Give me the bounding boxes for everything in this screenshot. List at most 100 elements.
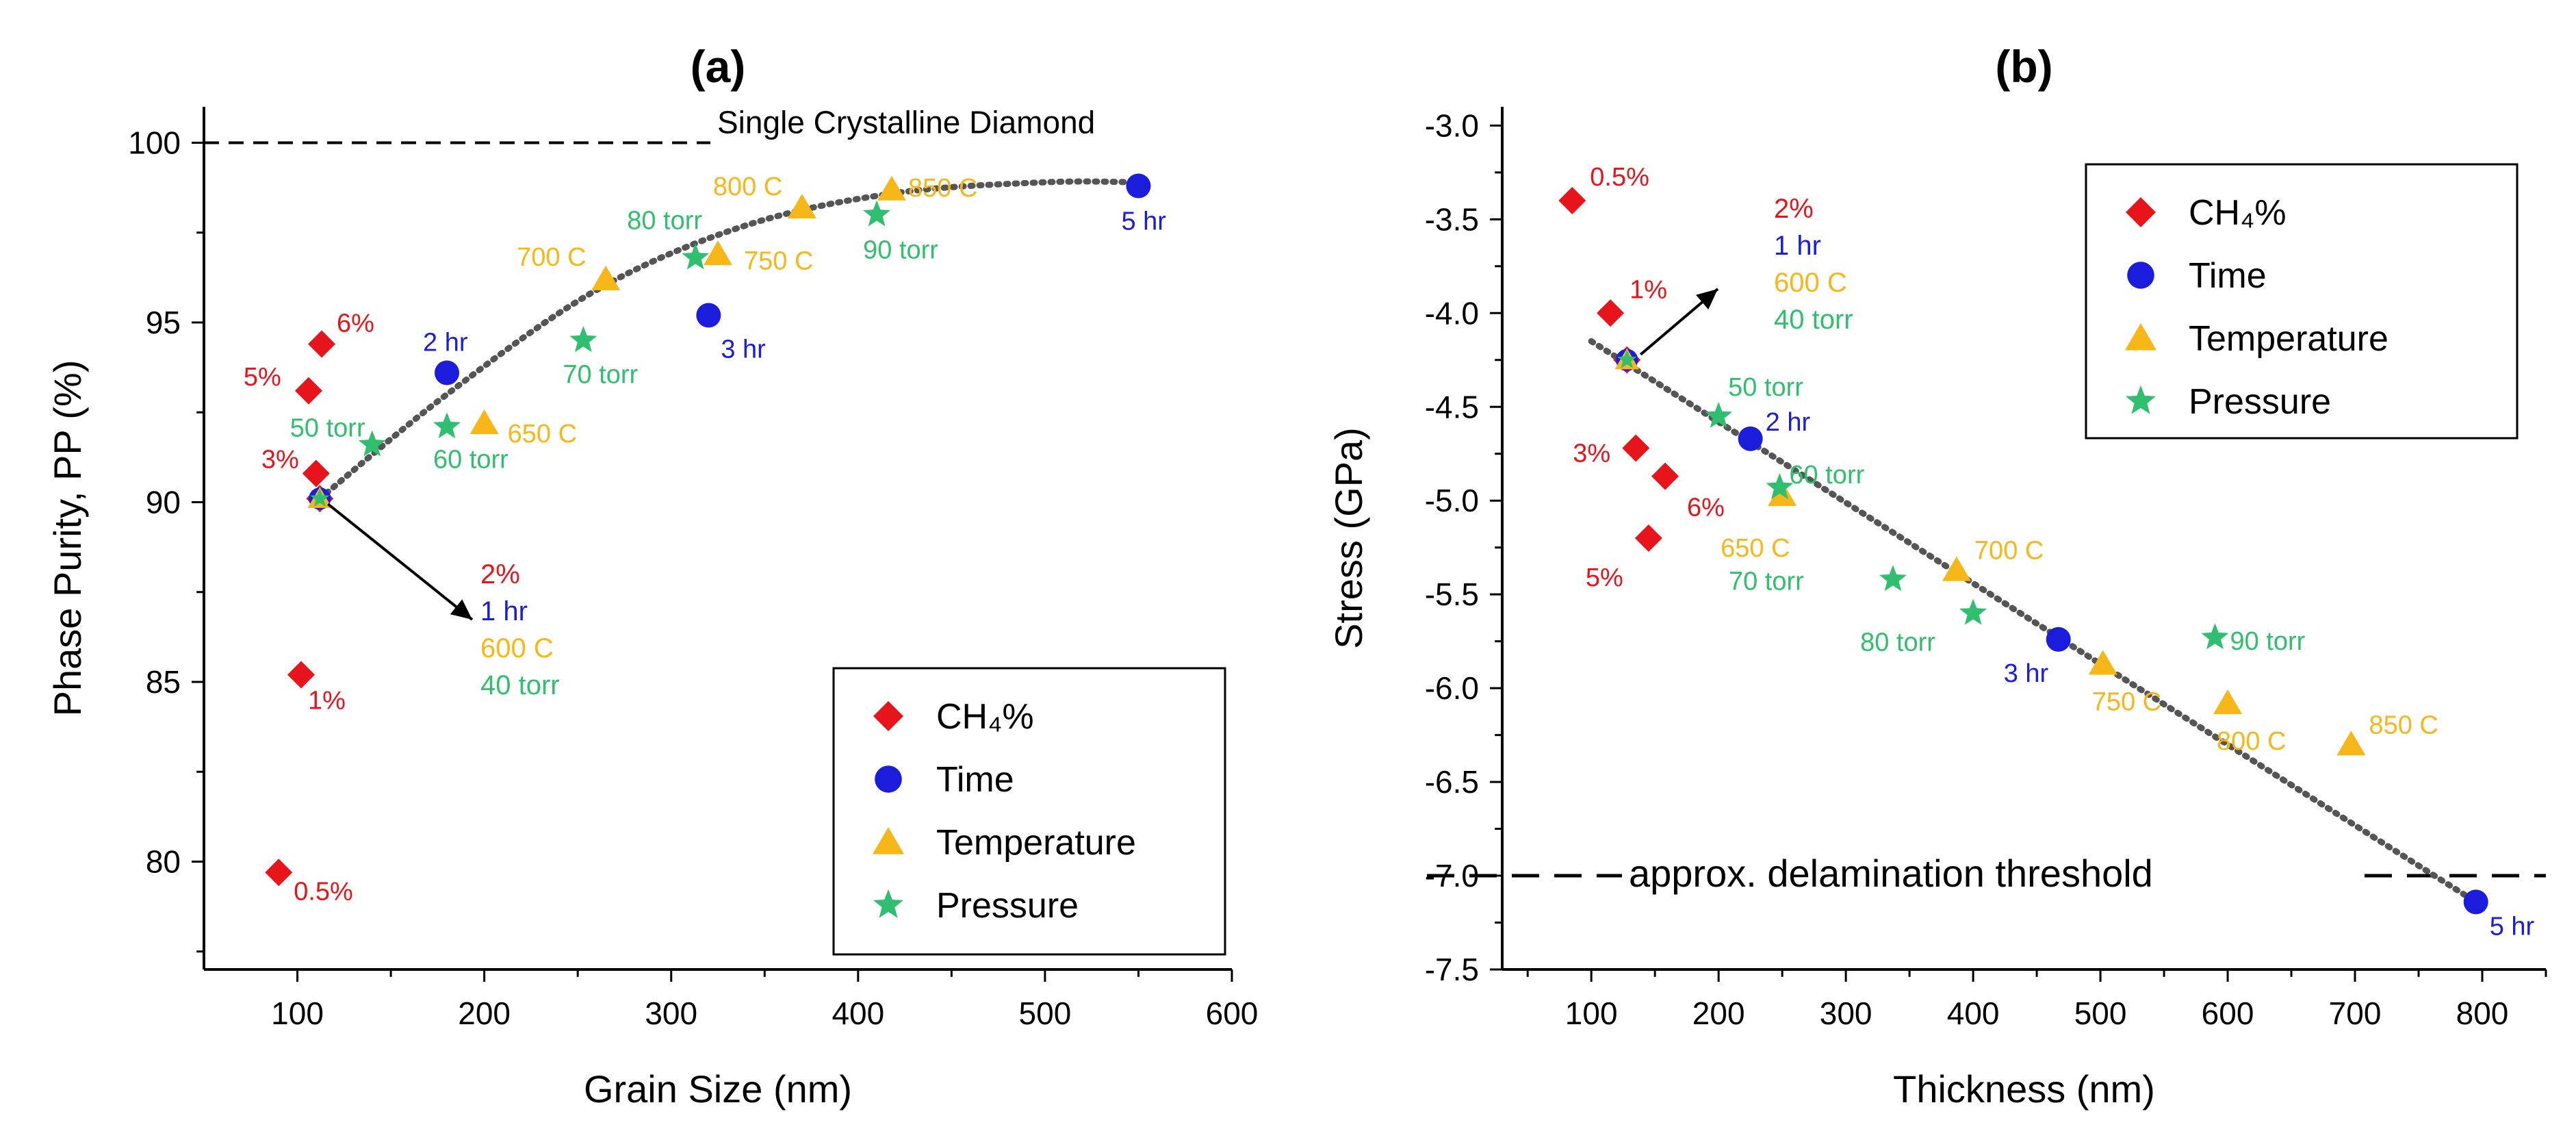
point-triangle bbox=[591, 266, 621, 290]
point-label: 5% bbox=[1586, 563, 1623, 592]
point-label: 3 hr bbox=[721, 335, 766, 364]
x-axis-title: Grain Size (nm) bbox=[584, 1067, 852, 1111]
point-diamond bbox=[1597, 299, 1625, 327]
point-star bbox=[682, 243, 710, 270]
legend-marker-diamond bbox=[873, 701, 903, 731]
point-triangle bbox=[704, 240, 732, 266]
point-label: 3 hr bbox=[2004, 659, 2049, 688]
point-label: 5 hr bbox=[2490, 912, 2535, 941]
y-tick-label: 85 bbox=[146, 664, 181, 700]
y-tick-label: -7.5 bbox=[1425, 952, 1479, 987]
legend-marker-star bbox=[873, 889, 903, 918]
common-point-label: 40 torr bbox=[1774, 305, 1853, 335]
x-tick-label: 100 bbox=[271, 995, 324, 1031]
legend-marker-triangle bbox=[2124, 323, 2157, 351]
y-tick-label: -6.5 bbox=[1425, 764, 1479, 800]
common-point-label: 1 hr bbox=[480, 596, 528, 626]
panel-label: (a) bbox=[691, 41, 746, 92]
common-point-star bbox=[310, 488, 330, 507]
point-triangle bbox=[787, 194, 816, 218]
legend-marker-diamond bbox=[2126, 197, 2156, 227]
x-axis-title: Thickness (nm) bbox=[1893, 1067, 2155, 1111]
point-diamond bbox=[1622, 434, 1650, 462]
point-triangle bbox=[1942, 556, 1971, 581]
legend-label: Pressure bbox=[2189, 382, 2331, 422]
point-label: 0.5% bbox=[294, 877, 353, 906]
point-label: 90 torr bbox=[863, 236, 938, 265]
panel-a: (a) 100 200 300 400 500 600 80 85 90 95 100 Grain Si… bbox=[46, 41, 1258, 1111]
point-circle bbox=[2463, 889, 2488, 915]
point-diamond bbox=[1558, 186, 1586, 214]
point-label: 800 C bbox=[2217, 727, 2286, 756]
legend-label: Time bbox=[2189, 256, 2267, 296]
x-tick-label: 200 bbox=[458, 995, 511, 1031]
reference-line-label: approx. delamination threshold bbox=[1629, 852, 2153, 895]
point-label: 3% bbox=[261, 446, 299, 474]
x-tick-label: 200 bbox=[1692, 995, 1745, 1031]
y-tick-label: -4.5 bbox=[1425, 389, 1479, 424]
point-star bbox=[1959, 598, 1987, 625]
point-circle bbox=[696, 303, 721, 328]
common-point-label: 2% bbox=[480, 559, 520, 589]
x-tick-label: 600 bbox=[1206, 995, 1259, 1031]
y-tick-label: -5.0 bbox=[1425, 483, 1479, 518]
point-label: 2 hr bbox=[1766, 408, 1811, 437]
common-point-star bbox=[1617, 350, 1637, 368]
legend-label: Pressure bbox=[936, 886, 1079, 926]
legend-marker-triangle bbox=[872, 827, 905, 854]
legend-label: CH₄% bbox=[2189, 193, 2287, 233]
y-tick-label: 90 bbox=[146, 485, 181, 520]
y-tick-label: -4.0 bbox=[1425, 295, 1479, 331]
point-label: 50 torr bbox=[1728, 373, 1803, 402]
arrow-shaft bbox=[327, 503, 474, 621]
point-triangle bbox=[2213, 689, 2243, 715]
point-circle bbox=[2046, 626, 2071, 652]
y-tick-label: -3.5 bbox=[1425, 201, 1479, 237]
common-point-label: 2% bbox=[1774, 194, 1814, 224]
y-axis-title: Phase Purity, PP (%) bbox=[46, 360, 89, 717]
x-tick-label: 400 bbox=[832, 995, 884, 1031]
point-triangle bbox=[877, 175, 906, 201]
legend-label: Temperature bbox=[936, 823, 1136, 863]
point-star bbox=[1879, 565, 1907, 592]
legend-label: Time bbox=[936, 760, 1014, 800]
point-label: 3% bbox=[1573, 440, 1610, 468]
x-tick-label: 300 bbox=[1820, 995, 1872, 1031]
point-label: 650 C bbox=[508, 420, 577, 448]
point-diamond bbox=[265, 859, 293, 887]
point-diamond bbox=[1651, 462, 1679, 490]
point-diamond bbox=[287, 661, 315, 689]
panel-b: (b) 100 200 300 400 500 600 700 800 -3.0 -3.5 -4.0 -… bbox=[1327, 41, 2547, 1111]
point-label: 650 C bbox=[1721, 534, 1790, 563]
x-tick-label: 600 bbox=[2202, 995, 2254, 1031]
x-tick-label: 500 bbox=[2074, 995, 2127, 1031]
point-label: 1% bbox=[1630, 275, 1667, 304]
point-label: 1% bbox=[308, 687, 346, 715]
trend-line bbox=[316, 178, 1142, 502]
legend-marker-circle bbox=[2127, 262, 2154, 289]
point-label: 800 C bbox=[713, 173, 782, 201]
x-tick-label: 500 bbox=[1019, 995, 1072, 1031]
legend-label: Temperature bbox=[2189, 319, 2388, 359]
point-label: 700 C bbox=[1974, 537, 2044, 566]
y-tick-label: 95 bbox=[146, 305, 181, 340]
point-label: 750 C bbox=[2092, 688, 2161, 717]
y-tick-label: 80 bbox=[146, 844, 181, 880]
panel-label: (b) bbox=[1995, 41, 2052, 92]
x-tick-label: 300 bbox=[645, 995, 697, 1031]
y-tick-label: -5.5 bbox=[1425, 576, 1479, 612]
point-diamond bbox=[1634, 524, 1662, 552]
y-axis-title: Stress (GPa) bbox=[1327, 427, 1370, 649]
y-tick-label: -6.0 bbox=[1425, 670, 1479, 706]
y-tick-label: 100 bbox=[128, 125, 181, 161]
point-star bbox=[569, 326, 597, 353]
arrow-head bbox=[1696, 289, 1718, 310]
point-label: 70 torr bbox=[1729, 567, 1804, 596]
point-label: 5% bbox=[244, 363, 281, 392]
point-label: 60 torr bbox=[1789, 461, 1864, 490]
point-label: 5 hr bbox=[1121, 207, 1166, 236]
x-tick-label: 700 bbox=[2329, 995, 2382, 1031]
point-label: 6% bbox=[337, 309, 374, 338]
legend-marker-circle bbox=[875, 765, 902, 793]
